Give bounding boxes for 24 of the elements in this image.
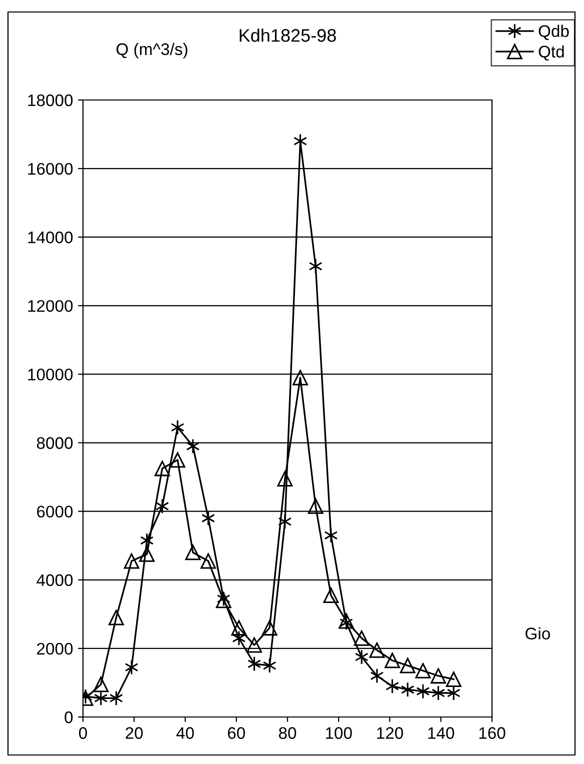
y-tick-label: 14000 (28, 232, 73, 244)
y-tick-label: 8000 (36, 437, 73, 449)
x-tick-label: 80 (278, 727, 296, 739)
chart-title: Kdh1825-98 (240, 28, 336, 42)
x-tick-label: 140 (428, 727, 454, 739)
x-axis-title: Gio (526, 627, 550, 640)
y-tick-label: 10000 (28, 368, 73, 380)
y-tick-label: 12000 (28, 300, 73, 312)
legend-label: Qtd (538, 45, 564, 61)
x-tick-label: 60 (228, 727, 245, 739)
y-tick-label: 16000 (28, 162, 73, 175)
x-tick-label: 20 (126, 727, 143, 739)
y-tick-label: 2000 (37, 642, 73, 655)
y-axis-title: Q (m^3/s) (116, 42, 188, 58)
y-tick-label: 18000 (28, 94, 73, 106)
x-tick-label: 100 (326, 727, 352, 739)
y-tick-label: 0 (64, 711, 73, 724)
x-tick-label: 40 (176, 727, 194, 739)
x-tick-label: 0 (79, 727, 87, 739)
x-tick-label: 120 (377, 727, 404, 739)
y-tick-label: 6000 (37, 506, 73, 518)
legend-label: Qdb (538, 24, 569, 40)
y-tick-label: 4000 (36, 574, 73, 586)
x-tick-label: 160 (479, 727, 506, 739)
